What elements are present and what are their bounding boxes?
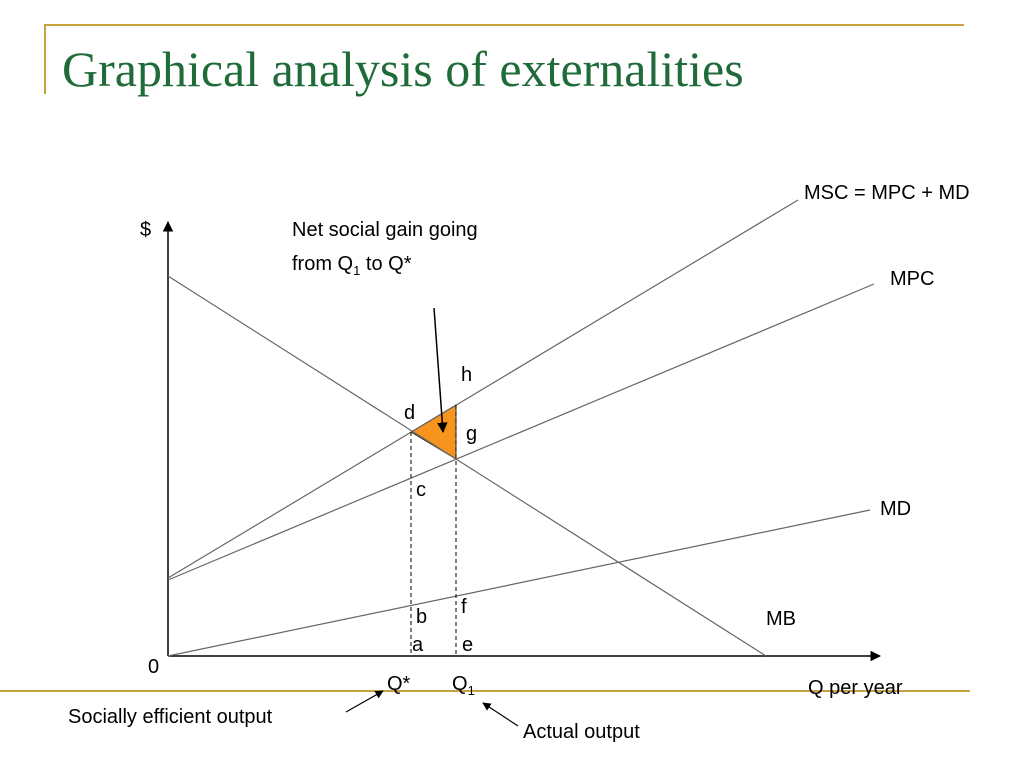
annotation-line-1: Net social gain going [292, 219, 478, 241]
point-label-a: a [412, 634, 424, 656]
md-line [167, 509, 871, 657]
msc-line [167, 199, 799, 579]
point-label-e: e [462, 634, 473, 656]
y-axis-label: $ [140, 219, 151, 241]
annotation-line-2-pre: from Q [292, 253, 353, 275]
origin-label: 0 [148, 656, 159, 678]
point-label-f: f [461, 596, 467, 618]
mb-line [167, 275, 767, 657]
title-rule-horizontal [44, 24, 964, 26]
q1-label-main: Q [452, 673, 468, 695]
q1-label-subscript: 1 [468, 683, 475, 698]
annotation-line-2: from Q1 to Q* [292, 253, 412, 278]
actual-callout-arrow [482, 702, 519, 727]
annotation-line-2-subscript: 1 [353, 263, 360, 278]
point-label-c: c [416, 479, 426, 501]
mpc-line [167, 283, 875, 581]
efficient-callout-label: Socially efficient output [68, 706, 273, 728]
mpc-label: MPC [890, 268, 934, 290]
slide-title: Graphical analysis of externalities [62, 41, 744, 97]
actual-callout-label: Actual output [523, 721, 640, 743]
point-label-h: h [461, 364, 472, 386]
q-star-label: Q* [387, 673, 411, 695]
point-label-g: g [466, 423, 477, 445]
net-social-gain-triangle [410, 404, 457, 460]
annotation-line-2-post: to Q* [360, 253, 411, 275]
mb-label: MB [766, 608, 796, 630]
md-label: MD [880, 498, 911, 520]
x-axis-label: Q per year [808, 677, 903, 699]
efficient-callout-arrow [345, 690, 384, 713]
bottom-rule [0, 690, 970, 692]
q1-label: Q1 [452, 673, 475, 698]
point-label-d: d [404, 402, 415, 424]
annotation-arrow [433, 307, 448, 434]
msc-label: MSC = MPC + MD [804, 182, 970, 204]
title-rule-vertical [44, 24, 46, 94]
point-label-b: b [416, 606, 427, 628]
